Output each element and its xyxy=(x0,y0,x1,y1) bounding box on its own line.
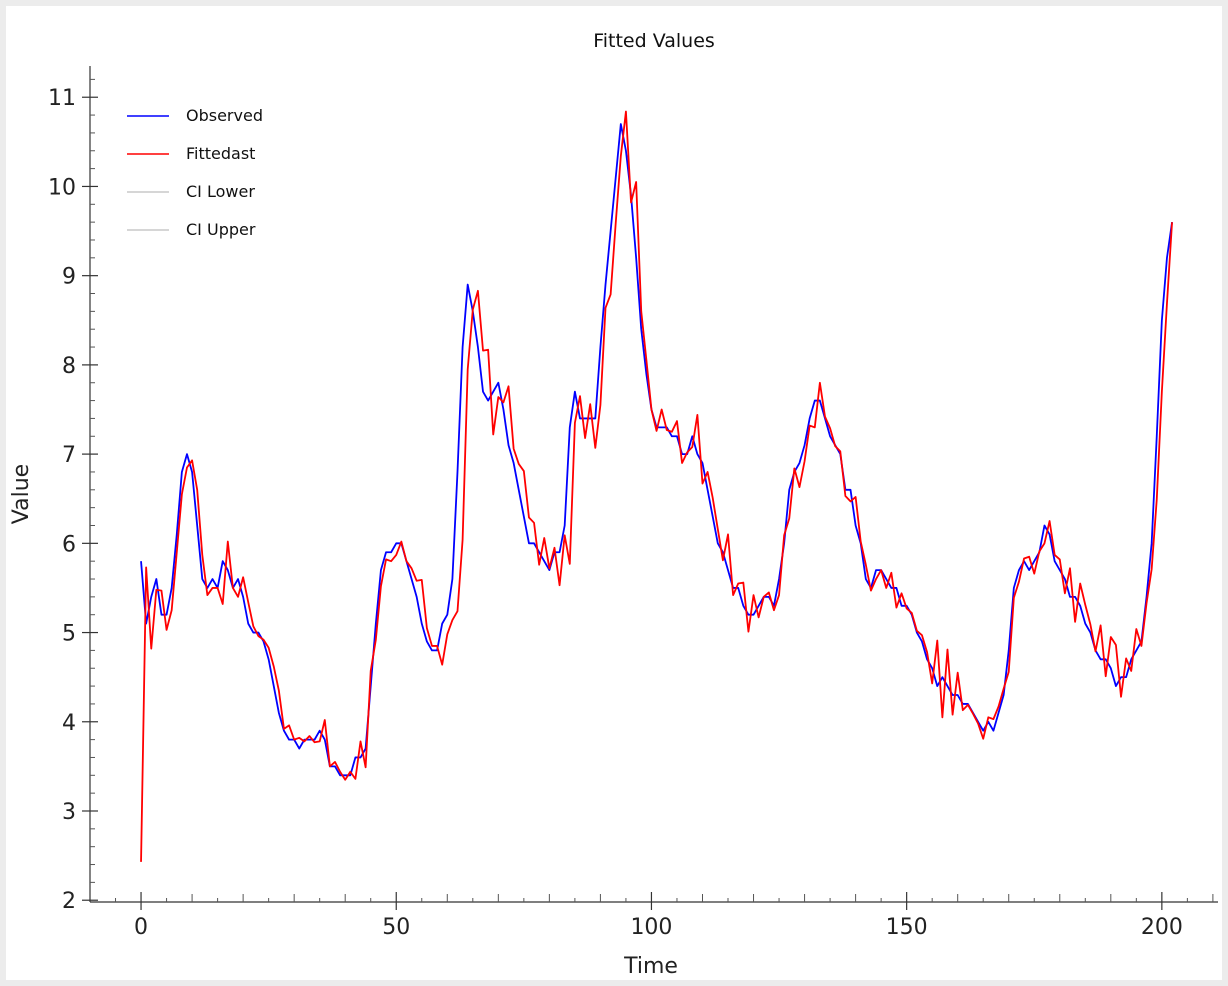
series-layer xyxy=(140,110,1173,862)
chart-frame: Fitted Values Time Value 2 3 4 5 6 7 8 9 10 11 0 50… xyxy=(6,6,1222,980)
legend-fitted-label: Fittedast xyxy=(186,144,255,163)
chart-title: Fitted Values xyxy=(593,30,715,52)
y-tick-label: 4 xyxy=(62,711,76,736)
y-tick-label: 7 xyxy=(62,443,76,468)
fitted-values-chart: Fitted Values Time Value 2 3 4 5 6 7 8 9 10 11 0 50… xyxy=(9,30,1218,979)
legend-ci-lower-label: CI Lower xyxy=(186,182,255,201)
x-tick-label: 150 xyxy=(886,915,928,940)
legend: Observed Fittedast CI Lower CI Upper xyxy=(127,106,263,239)
x-tick-label: 50 xyxy=(382,915,410,940)
x-tick-label: 200 xyxy=(1141,915,1183,940)
y-tick-label: 11 xyxy=(48,86,76,111)
y-tick-label: 6 xyxy=(62,532,76,557)
series-line-observed xyxy=(140,123,1173,777)
y-tick-label: 2 xyxy=(62,889,76,914)
x-tick-label: 100 xyxy=(630,915,672,940)
x-axis-title: Time xyxy=(623,954,678,979)
x-tick-label: 0 xyxy=(134,915,148,940)
legend-observed-label: Observed xyxy=(186,106,263,125)
y-tick-label: 8 xyxy=(62,354,76,379)
y-tick-label: 9 xyxy=(62,265,76,290)
y-tick-label: 5 xyxy=(62,622,76,647)
legend-ci-upper-label: CI Upper xyxy=(186,220,256,239)
y-tick-label: 10 xyxy=(48,175,76,200)
y-tick-label: 3 xyxy=(62,800,76,825)
y-axis-title: Value xyxy=(9,464,34,524)
series-line-fitted xyxy=(140,110,1173,862)
axes: 2 3 4 5 6 7 8 9 10 11 0 50 100 150 200 xyxy=(48,66,1218,940)
